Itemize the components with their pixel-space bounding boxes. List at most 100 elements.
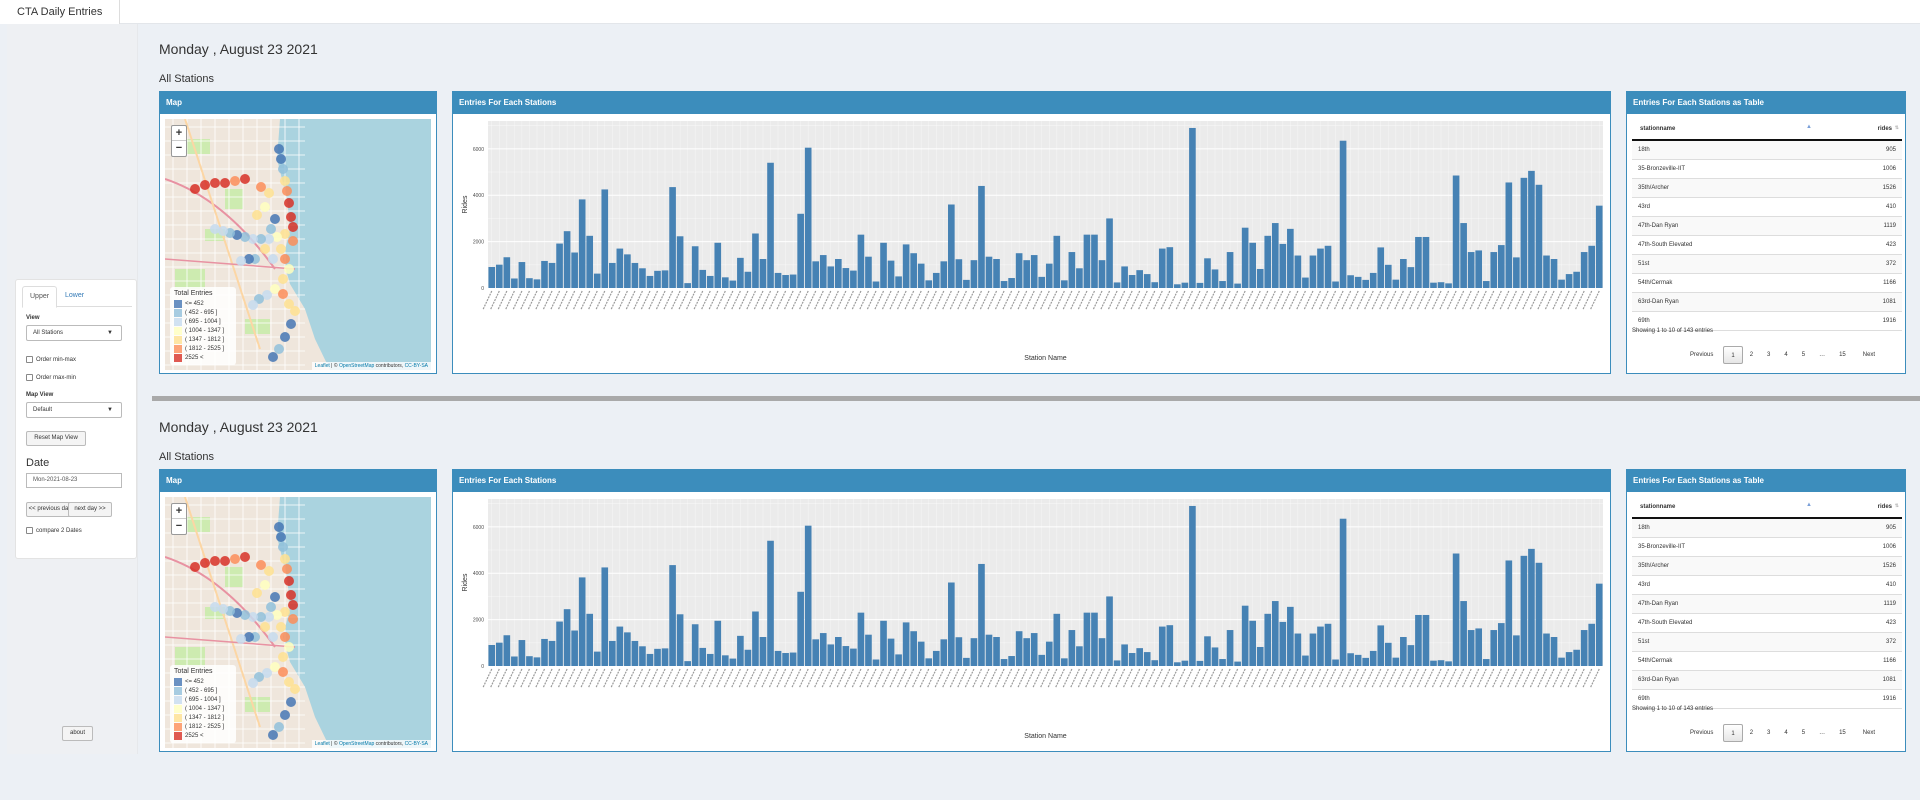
bar xyxy=(1339,518,1347,666)
column-header-rides[interactable]: rides xyxy=(1877,504,1892,510)
osm-link[interactable]: OpenStreetMap xyxy=(338,741,375,747)
map-view[interactable]: + − Total Entries <= 452 ( 452 - 695 ] ( 6… xyxy=(165,497,431,748)
station-marker xyxy=(264,234,274,244)
column-header-stationname[interactable]: stationname xyxy=(1640,504,1676,510)
legend-swatch xyxy=(174,695,182,704)
pager-page[interactable]: 15 xyxy=(1839,352,1846,358)
order-max-min-checkbox[interactable]: Order max-min xyxy=(26,374,76,381)
zoom-out-button[interactable]: − xyxy=(175,520,183,532)
bar xyxy=(985,256,993,288)
order-min-max-checkbox[interactable]: Order min-max xyxy=(26,356,76,363)
x-tick-label xyxy=(678,668,689,689)
map-attribution: Leaflet | © OpenStreetMap contributors, … xyxy=(311,740,431,748)
tab-upper[interactable]: Upper xyxy=(22,286,58,308)
x-tick-label xyxy=(602,668,613,689)
x-tick-label xyxy=(1084,290,1096,311)
checkbox-box[interactable] xyxy=(26,356,33,363)
pager-page[interactable]: 1 xyxy=(1723,346,1743,364)
x-tick-label xyxy=(1363,290,1374,311)
control-panel: Upper Lower View All Stations ▼ Order mi… xyxy=(15,279,137,559)
view-select[interactable]: All Stations ▼ xyxy=(26,325,122,341)
x-tick-label xyxy=(1115,668,1126,689)
compare-dates-checkbox[interactable]: compare 2 Dates xyxy=(26,527,82,534)
bar xyxy=(1106,218,1113,288)
zoom-in-button[interactable]: + xyxy=(172,504,186,519)
station-marker xyxy=(278,542,288,552)
pager-page[interactable]: 3 xyxy=(1767,352,1771,358)
tab-lower[interactable]: Lower xyxy=(65,292,85,299)
bar xyxy=(1505,560,1513,666)
leaflet-link[interactable]: Leaflet xyxy=(314,741,330,747)
pager-page[interactable]: 4 xyxy=(1784,352,1788,358)
station-marker xyxy=(284,264,294,274)
pager-next[interactable]: Next xyxy=(1862,730,1876,736)
pager-page[interactable]: 5 xyxy=(1801,352,1806,358)
x-tick-label xyxy=(1137,668,1148,689)
previous-day-button[interactable]: << previous day xyxy=(26,502,74,517)
bar xyxy=(872,281,880,288)
column-header-stationname[interactable]: stationname xyxy=(1640,126,1676,132)
sort-asc-icon[interactable]: ▲ xyxy=(1806,124,1812,130)
pager-page[interactable]: 4 xyxy=(1784,730,1788,736)
about-button[interactable]: about xyxy=(62,726,93,741)
map-view[interactable]: + − Total Entries <= 452 ( 452 - 695 ] ( 6… xyxy=(165,119,431,370)
pager-page[interactable]: 2 xyxy=(1749,730,1754,736)
checkbox-box[interactable] xyxy=(26,527,33,534)
x-tick-label xyxy=(851,668,862,689)
bar xyxy=(1550,637,1558,666)
next-day-button[interactable]: next day >> xyxy=(68,502,112,517)
pager-page[interactable]: 5 xyxy=(1801,730,1806,736)
bar xyxy=(1430,282,1437,288)
x-tick-label xyxy=(1137,290,1148,311)
bar xyxy=(1136,270,1143,288)
bar xyxy=(721,277,729,288)
pager-previous[interactable]: Previous xyxy=(1690,730,1714,736)
pager-next[interactable]: Next xyxy=(1862,352,1876,358)
station-marker xyxy=(282,186,292,196)
x-tick-label xyxy=(1559,668,1570,689)
reset-map-view-button[interactable]: Reset Map View xyxy=(26,431,86,446)
rides-cell: 410 xyxy=(1885,582,1896,588)
x-tick-label xyxy=(1047,668,1058,689)
pager-page[interactable]: 2 xyxy=(1749,352,1754,358)
leaflet-link[interactable]: Leaflet xyxy=(314,363,330,369)
pager-previous[interactable]: Previous xyxy=(1690,352,1714,358)
x-tick-label xyxy=(693,290,704,311)
bar xyxy=(503,257,511,288)
x-tick-label xyxy=(1529,668,1540,689)
bar xyxy=(1211,647,1219,666)
bar-chart: 0 2000 4000 6000 Station Name Rides xyxy=(462,499,1603,740)
x-tick-label xyxy=(1182,290,1193,311)
license-link[interactable]: CC-BY-SA xyxy=(404,363,428,369)
sort-icon[interactable]: ⇅ xyxy=(1894,125,1899,131)
pager-page[interactable]: 15 xyxy=(1839,730,1846,736)
bar xyxy=(865,634,872,666)
pager-page[interactable]: 1 xyxy=(1723,724,1743,742)
x-tick-label xyxy=(979,290,990,311)
zoom-out-button[interactable]: − xyxy=(175,142,183,154)
bar xyxy=(1384,642,1392,666)
column-header-rides[interactable]: rides xyxy=(1877,126,1892,132)
app-title-tab[interactable]: CTA Daily Entries xyxy=(0,0,121,24)
x-tick-label xyxy=(873,290,885,311)
x-tick-label xyxy=(1130,668,1141,689)
map-view-select[interactable]: Default ▼ xyxy=(26,402,122,418)
sort-asc-icon[interactable]: ▲ xyxy=(1806,502,1812,508)
license-link[interactable]: CC-BY-SA xyxy=(404,741,428,747)
y-tick-label: 2000 xyxy=(473,240,484,246)
plot-background xyxy=(488,121,1603,288)
date-input[interactable]: Mon-2021-08-23 xyxy=(26,473,122,488)
rides-cell: 1166 xyxy=(1883,658,1896,664)
bar xyxy=(782,275,789,288)
x-tick-label xyxy=(889,290,900,311)
station-marker xyxy=(240,610,250,620)
pager-page[interactable]: 3 xyxy=(1767,730,1771,736)
x-tick-label xyxy=(783,290,794,311)
bar xyxy=(955,637,963,666)
zoom-in-button[interactable]: + xyxy=(172,126,186,141)
sort-icon[interactable]: ⇅ xyxy=(1894,503,1899,509)
x-tick-label xyxy=(1054,290,1065,311)
checkbox-box[interactable] xyxy=(26,374,33,381)
rides-cell: 1526 xyxy=(1882,185,1896,191)
osm-link[interactable]: OpenStreetMap xyxy=(338,363,375,369)
